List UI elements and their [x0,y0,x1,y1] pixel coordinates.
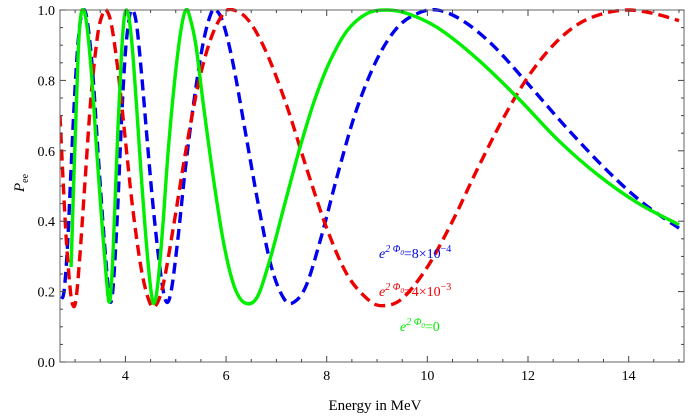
ticks-layer: 4 6 8 10 12 14 0.0 0.2 0.4 0.6 0.8 1.0 [38,4,684,384]
plot-border [59,9,685,363]
x-tick-label: 4 [122,369,129,384]
x-tick-label: 14 [622,369,636,384]
series-line-0 [69,8,680,306]
y-tick-label: 0.4 [38,215,56,230]
series-line-2 [60,8,680,310]
y-axis-label: Pee [12,173,31,193]
legend-entry-1: e2 Φ0=8×10−4 [379,244,451,262]
series-line-1 [60,8,680,306]
x-axis-label: Energy in MeV [328,398,421,414]
legend: e2 Φ0=8×10−4 e2 Φ0=4×10−3 e2 Φ0=0 [379,244,451,335]
y-tick-label: 1.0 [38,4,56,19]
y-tick-label: 0.8 [38,74,56,89]
plot-frame [59,9,685,363]
x-tick-label: 10 [420,369,434,384]
y-tick-label: 0.0 [38,356,56,371]
x-tick-label: 6 [223,369,230,384]
y-tick-label: 0.2 [38,286,56,301]
legend-entry-2: e2 Φ0=4×10−3 [379,282,451,300]
x-tick-label: 8 [323,369,330,384]
y-tick-label: 0.6 [38,145,56,160]
y-axis-label-sub: ee [20,173,31,182]
y-axis-label-main: P [12,183,28,193]
legend-entry-0: e2 Φ0=0 [400,317,440,335]
x-tick-label: 12 [521,369,535,384]
series-layer [60,8,680,310]
